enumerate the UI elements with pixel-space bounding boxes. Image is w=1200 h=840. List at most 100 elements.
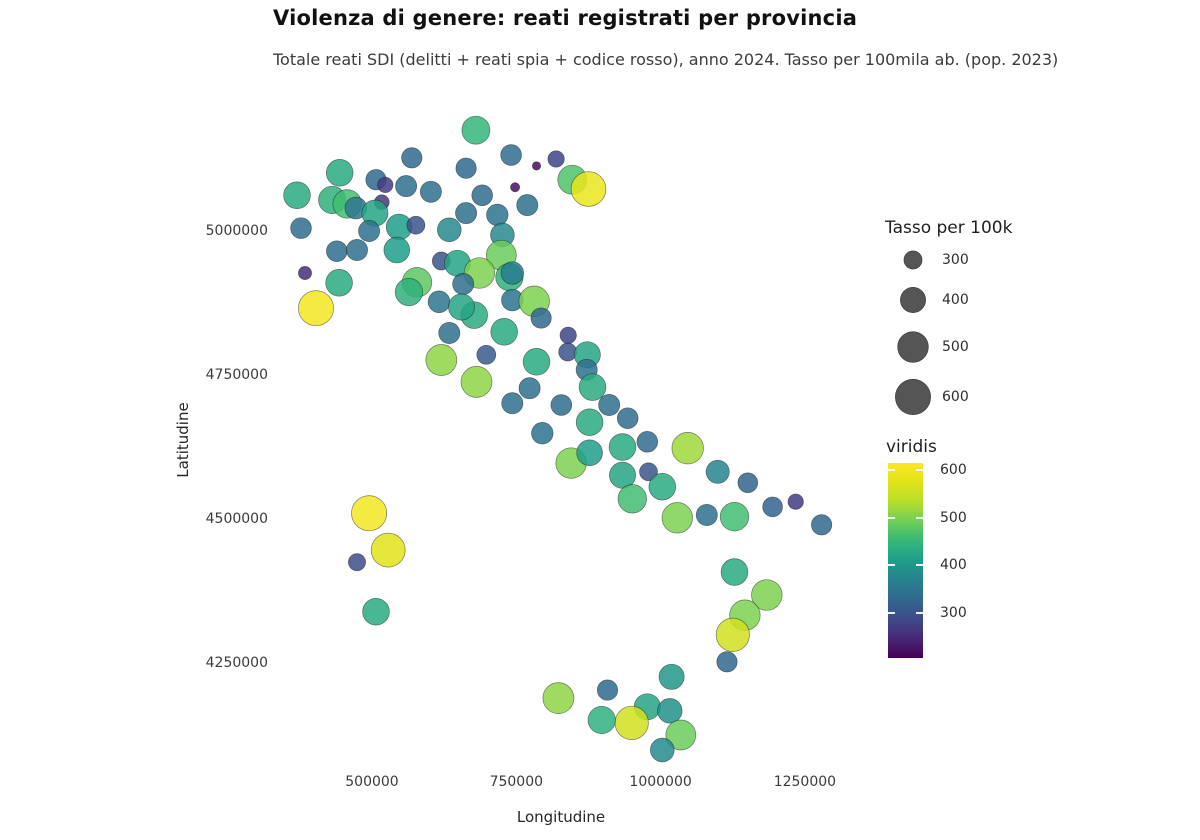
- province-bubble: [401, 147, 423, 169]
- province-bubble: [751, 579, 783, 611]
- province-bubble: [720, 558, 749, 586]
- province-bubble: [608, 433, 637, 461]
- province-bubble: [290, 217, 312, 239]
- province-bubble: [530, 307, 552, 329]
- province-bubble: [383, 236, 411, 264]
- province-bubble: [370, 532, 406, 568]
- province-bubble: [559, 326, 577, 344]
- province-bubble: [516, 194, 539, 217]
- province-bubble: [531, 161, 542, 171]
- colorbar-tick: [888, 564, 895, 567]
- province-bubble: [427, 290, 451, 314]
- page-subtitle: Totale reati SDI (delitti + reati spia +…: [273, 50, 1059, 69]
- province-bubble: [351, 495, 388, 532]
- colorbar-tick-label: 300: [940, 604, 967, 621]
- province-bubble: [394, 278, 423, 307]
- province-bubble: [500, 261, 524, 285]
- colorbar-tick: [916, 564, 923, 567]
- province-bubble: [406, 215, 426, 235]
- province-bubble: [616, 407, 639, 429]
- province-bubble: [461, 115, 491, 145]
- province-bubble: [283, 181, 311, 210]
- province-bubble: [448, 293, 475, 321]
- province-bubble: [547, 150, 565, 168]
- size-legend-label: 500: [942, 339, 969, 355]
- province-bubble: [762, 496, 783, 518]
- province-bubble: [438, 322, 461, 344]
- province-bubble: [657, 698, 683, 724]
- province-bubble: [531, 422, 554, 445]
- province-bubble: [460, 366, 493, 398]
- province-bubble: [455, 202, 478, 225]
- province-bubble: [542, 682, 575, 714]
- province-bubble: [811, 514, 833, 536]
- province-bubble: [787, 493, 804, 510]
- y-axis-label: Latitudine: [174, 402, 192, 478]
- province-bubble: [510, 182, 521, 193]
- province-bubble: [452, 273, 475, 295]
- province-bubble: [661, 502, 693, 534]
- y-tick-label: 4250000: [205, 655, 268, 671]
- province-bubble: [598, 394, 621, 416]
- size-legend-label: 300: [942, 252, 969, 268]
- province-bubble: [558, 342, 578, 362]
- province-bubble: [705, 459, 730, 484]
- x-tick-label: 500000: [345, 774, 399, 790]
- province-bubble: [298, 290, 334, 327]
- province-bubble: [665, 719, 697, 751]
- province-bubble: [587, 705, 616, 735]
- province-bubble: [358, 220, 381, 242]
- colorbar-tick: [888, 516, 895, 519]
- colorbar-tick-label: 400: [940, 557, 967, 574]
- province-bubble: [486, 203, 509, 227]
- province-bubble: [326, 240, 348, 262]
- province-bubble: [650, 737, 675, 763]
- province-bubble: [425, 344, 458, 376]
- province-bubble: [671, 432, 704, 465]
- province-bubble: [522, 348, 551, 376]
- province-bubble: [348, 553, 366, 572]
- province-bubble: [636, 431, 659, 453]
- province-bubble: [576, 439, 603, 467]
- province-bubble: [362, 597, 390, 626]
- province-bubble: [550, 394, 573, 416]
- colorbar-tick: [888, 611, 895, 614]
- province-bubble: [695, 504, 718, 526]
- province-bubble: [501, 392, 524, 415]
- colorbar-tick: [916, 611, 923, 614]
- province-bubble: [437, 217, 462, 243]
- province-bubble: [639, 462, 658, 482]
- colorbar-tick: [888, 469, 895, 472]
- province-bubble: [395, 175, 418, 198]
- province-bubble: [658, 663, 685, 690]
- province-bubble: [298, 266, 312, 280]
- x-tick-label: 750000: [489, 774, 544, 790]
- province-bubble: [346, 239, 368, 261]
- size-legend-label: 400: [942, 292, 969, 308]
- province-bubble: [325, 159, 354, 187]
- colorbar-gradient: [888, 463, 923, 658]
- province-bubble: [614, 705, 649, 740]
- province-bubble: [419, 180, 442, 203]
- colorbar-tick: [916, 516, 923, 519]
- page-title: Violenza di genere: reati registrati per…: [273, 6, 858, 30]
- province-bubble: [490, 318, 518, 346]
- colorbar-tick: [916, 469, 923, 472]
- province-bubble: [570, 171, 607, 207]
- y-tick-label: 4500000: [205, 511, 268, 527]
- province-bubble: [719, 502, 750, 532]
- x-tick-label: 1250000: [773, 774, 837, 790]
- x-tick-label: 1000000: [629, 774, 692, 790]
- province-bubble: [648, 472, 677, 501]
- size-legend-label: 600: [942, 389, 969, 405]
- size-legend-title: Tasso per 100k: [885, 218, 1013, 238]
- y-tick-label: 4750000: [205, 367, 268, 383]
- province-bubble: [377, 176, 394, 193]
- province-bubble: [617, 484, 647, 514]
- province-bubble: [578, 373, 607, 401]
- x-axis-label: Longitudine: [516, 808, 606, 826]
- y-tick-label: 5000000: [205, 223, 268, 239]
- province-bubble: [715, 617, 750, 652]
- province-bubble: [737, 472, 759, 493]
